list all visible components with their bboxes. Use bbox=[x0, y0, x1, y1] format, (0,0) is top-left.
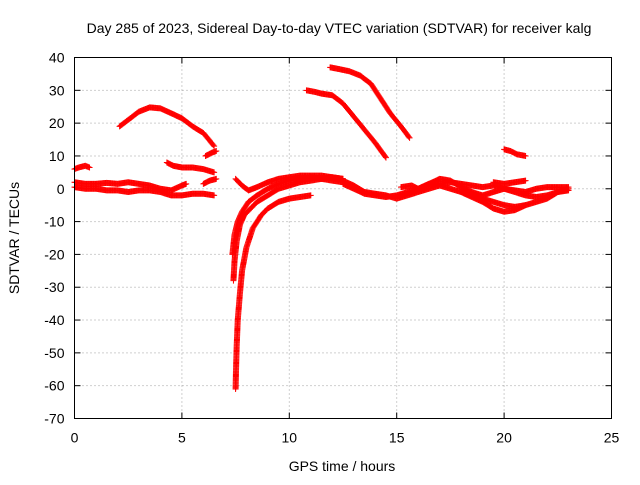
chart-title: Day 285 of 2023, Sidereal Day-to-day VTE… bbox=[87, 20, 592, 36]
data-point-marker bbox=[522, 202, 529, 209]
y-tick-label: 40 bbox=[49, 50, 65, 66]
series-track-i bbox=[230, 175, 346, 284]
data-point-marker bbox=[522, 152, 529, 159]
data-point-marker bbox=[211, 192, 218, 199]
data-point-marker bbox=[211, 143, 218, 150]
x-tick-label: 25 bbox=[604, 430, 620, 446]
y-tick-label: 0 bbox=[57, 181, 65, 197]
y-axis-label: SDTVAR / TECUs bbox=[6, 182, 22, 294]
y-tick-label: -50 bbox=[44, 345, 64, 361]
series-track-a bbox=[71, 162, 93, 173]
plot-frame bbox=[74, 57, 612, 419]
series-track-n bbox=[397, 179, 572, 196]
y-tick-label: -30 bbox=[44, 279, 64, 295]
series-track-k bbox=[232, 172, 346, 194]
series-track-q bbox=[303, 87, 389, 161]
x-tick-label: 10 bbox=[282, 430, 298, 446]
data-point-marker bbox=[210, 142, 217, 149]
series-track-o bbox=[458, 189, 529, 215]
series-track-d bbox=[116, 104, 218, 150]
data-point-marker bbox=[406, 134, 413, 141]
y-tick-label: -60 bbox=[44, 378, 64, 394]
y-tick-label: -40 bbox=[44, 312, 64, 328]
x-axis-label: GPS time / hours bbox=[289, 458, 396, 474]
data-point-marker bbox=[565, 184, 572, 191]
data-markers bbox=[71, 64, 572, 392]
grid-lines bbox=[74, 57, 612, 419]
x-tick-label: 20 bbox=[496, 430, 512, 446]
series-track-p bbox=[490, 177, 529, 187]
y-tick-label: -70 bbox=[44, 411, 64, 427]
data-point-marker bbox=[183, 180, 190, 187]
x-tick-label: 0 bbox=[71, 430, 79, 446]
data-point-marker bbox=[405, 133, 412, 140]
data-point-marker bbox=[307, 192, 314, 199]
data-point-marker bbox=[211, 169, 218, 176]
y-tick-label: -10 bbox=[44, 214, 64, 230]
data-point-marker bbox=[382, 153, 389, 160]
series-track-e bbox=[163, 159, 218, 176]
y-tick-label: 10 bbox=[49, 148, 65, 164]
data-point-marker bbox=[86, 164, 93, 171]
y-tick-label: -20 bbox=[44, 246, 64, 262]
data-point-marker bbox=[522, 177, 529, 184]
y-tick-label: 20 bbox=[49, 115, 65, 131]
y-tick-label: 30 bbox=[49, 82, 65, 98]
data-point-marker bbox=[213, 148, 220, 155]
series-track-r bbox=[327, 64, 413, 141]
axis-ticks: -70 -60 -50 -40 -30 -20 -10 0 10 20 30 40 0 5 10 15 20 25 bbox=[44, 50, 619, 446]
data-point-marker bbox=[382, 154, 389, 161]
x-tick-label: 5 bbox=[178, 430, 186, 446]
series-track-g bbox=[200, 175, 220, 187]
series-track-h bbox=[232, 192, 314, 392]
data-point-marker bbox=[213, 175, 220, 182]
x-tick-label: 15 bbox=[389, 430, 405, 446]
series-track-s bbox=[501, 146, 529, 159]
series-track-f bbox=[202, 148, 220, 159]
